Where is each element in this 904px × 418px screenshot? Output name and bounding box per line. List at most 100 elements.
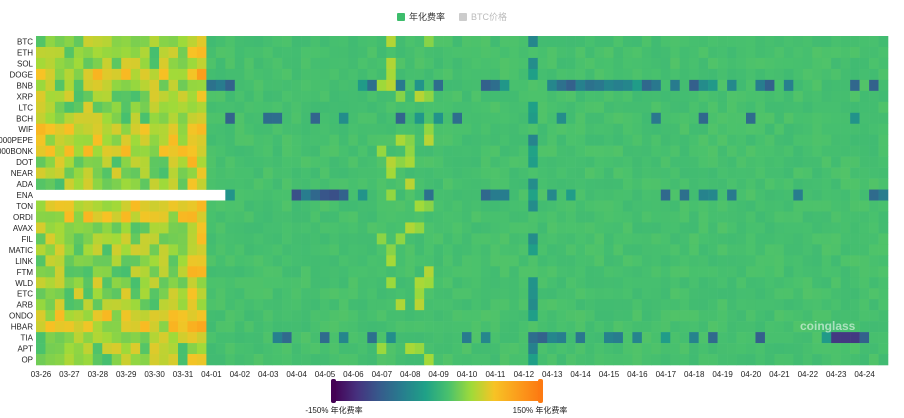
heatmap-cell[interactable] (73, 167, 84, 179)
heatmap-cell[interactable] (679, 222, 690, 234)
heatmap-cell[interactable] (717, 123, 728, 135)
heatmap-cell[interactable] (111, 288, 122, 300)
heatmap-cell[interactable] (320, 310, 330, 322)
heatmap-cell[interactable] (547, 266, 557, 278)
heatmap-cell[interactable] (338, 332, 349, 344)
heatmap-cell[interactable] (225, 57, 236, 70)
heatmap-cell[interactable] (793, 299, 804, 311)
heatmap-cell[interactable] (168, 36, 179, 48)
heatmap-cell[interactable] (320, 156, 330, 168)
heatmap-cell[interactable] (698, 343, 709, 355)
heatmap-cell[interactable] (178, 277, 188, 289)
heatmap-cell[interactable] (604, 178, 614, 190)
heatmap-cell[interactable] (338, 277, 349, 289)
heatmap-cell[interactable] (547, 123, 557, 135)
heatmap-cell[interactable] (575, 200, 586, 212)
heatmap-cell[interactable] (774, 189, 785, 201)
heatmap-cell[interactable] (168, 79, 179, 92)
heatmap-cell[interactable] (613, 222, 624, 234)
heatmap-cell[interactable] (443, 167, 453, 179)
heatmap-cell[interactable] (831, 310, 841, 322)
heatmap-cell[interactable] (528, 79, 539, 92)
heatmap-cell[interactable] (159, 222, 169, 234)
heatmap-cell[interactable] (670, 354, 681, 366)
heatmap-cell[interactable] (272, 189, 283, 201)
heatmap-cell[interactable] (547, 310, 557, 322)
heatmap-cell[interactable] (45, 167, 56, 179)
heatmap-cell[interactable] (443, 233, 453, 245)
heatmap-cell[interactable] (462, 167, 472, 179)
heatmap-cell[interactable] (54, 299, 65, 311)
heatmap-cell[interactable] (329, 145, 340, 157)
heatmap-cell[interactable] (471, 57, 482, 70)
heatmap-cell[interactable] (670, 57, 681, 70)
heatmap-cell[interactable] (140, 233, 150, 245)
heatmap-cell[interactable] (528, 68, 539, 81)
heatmap-cell[interactable] (632, 123, 643, 135)
heatmap-cell[interactable] (585, 255, 595, 267)
heatmap-cell[interactable] (149, 123, 160, 135)
heatmap-cell[interactable] (405, 299, 415, 311)
heatmap-cell[interactable] (641, 343, 652, 355)
heatmap-cell[interactable] (755, 244, 766, 256)
heatmap-cell[interactable] (320, 354, 330, 366)
heatmap-cell[interactable] (405, 134, 415, 146)
heatmap-cell[interactable] (130, 211, 141, 223)
heatmap-cell[interactable] (83, 277, 94, 289)
heatmap-cell[interactable] (168, 167, 179, 179)
heatmap-cell[interactable] (746, 277, 756, 289)
heatmap-cell[interactable] (840, 266, 851, 278)
heatmap-cell[interactable] (73, 68, 84, 81)
heatmap-cell[interactable] (149, 156, 160, 168)
heatmap-cell[interactable] (490, 189, 501, 201)
heatmap-cell[interactable] (367, 134, 378, 146)
heatmap-cell[interactable] (812, 321, 823, 333)
heatmap-cell[interactable] (727, 233, 737, 245)
heatmap-cell[interactable] (727, 112, 737, 125)
heatmap-cell[interactable] (301, 288, 311, 300)
heatmap-cell[interactable] (244, 134, 255, 146)
heatmap-cell[interactable] (301, 134, 311, 146)
heatmap-cell[interactable] (575, 343, 586, 355)
heatmap-cell[interactable] (462, 145, 472, 157)
heatmap-cell[interactable] (679, 244, 690, 256)
heatmap-cell[interactable] (433, 332, 444, 344)
heatmap-cell[interactable] (850, 68, 860, 81)
heatmap-cell[interactable] (528, 189, 539, 201)
heatmap-cell[interactable] (405, 222, 415, 234)
heatmap-cell[interactable] (338, 288, 349, 300)
heatmap-cell[interactable] (821, 255, 832, 267)
heatmap-cell[interactable] (73, 178, 84, 190)
heatmap-cell[interactable] (140, 222, 150, 234)
heatmap-cell[interactable] (528, 112, 539, 125)
heatmap-cell[interactable] (566, 46, 576, 59)
heatmap-cell[interactable] (660, 68, 671, 81)
heatmap-cell[interactable] (764, 354, 775, 366)
heatmap-cell[interactable] (414, 310, 425, 322)
heatmap-cell[interactable] (111, 343, 122, 355)
heatmap-cell[interactable] (462, 178, 472, 190)
heatmap-cell[interactable] (462, 255, 472, 267)
heatmap-cell[interactable] (622, 79, 633, 92)
heatmap-cell[interactable] (386, 68, 397, 81)
heatmap-cell[interactable] (547, 36, 557, 48)
heatmap-cell[interactable] (244, 145, 255, 157)
heatmap-cell[interactable] (140, 46, 150, 59)
heatmap-cell[interactable] (64, 343, 75, 355)
heatmap-cell[interactable] (613, 288, 624, 300)
heatmap-cell[interactable] (499, 354, 510, 366)
heatmap-cell[interactable] (130, 101, 141, 114)
heatmap-cell[interactable] (462, 244, 472, 256)
heatmap-cell[interactable] (604, 332, 614, 344)
heatmap-cell[interactable] (878, 211, 889, 223)
heatmap-cell[interactable] (244, 244, 255, 256)
heatmap-cell[interactable] (301, 156, 311, 168)
heatmap-cell[interactable] (395, 156, 406, 168)
heatmap-cell[interactable] (206, 277, 217, 289)
heatmap-cell[interactable] (604, 145, 614, 157)
heatmap-cell[interactable] (121, 134, 131, 146)
heatmap-cell[interactable] (215, 112, 226, 125)
heatmap-cell[interactable] (395, 200, 406, 212)
heatmap-cell[interactable] (338, 343, 349, 355)
heatmap-cell[interactable] (821, 189, 832, 201)
